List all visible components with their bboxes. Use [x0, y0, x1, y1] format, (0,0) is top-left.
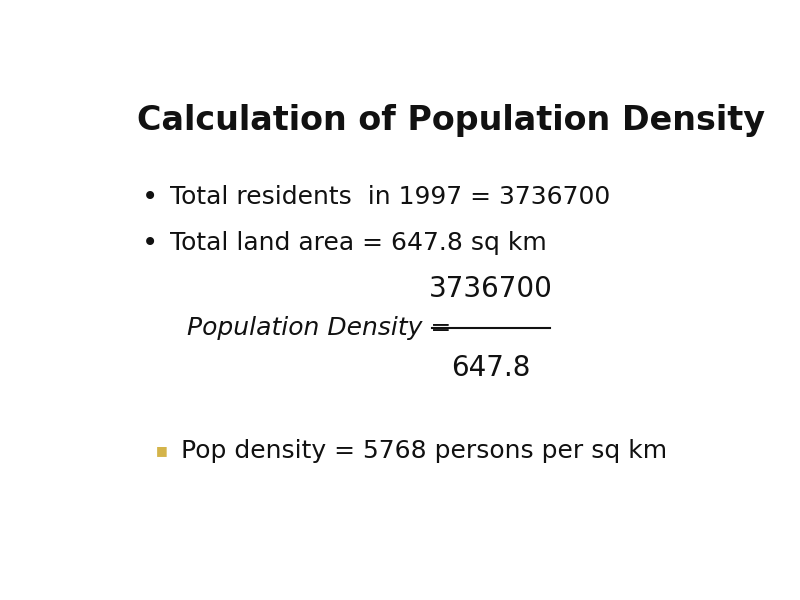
Text: •: • [142, 183, 158, 211]
Text: 3736700: 3736700 [429, 275, 553, 303]
Text: Calculation of Population Density: Calculation of Population Density [138, 104, 766, 137]
Text: ■: ■ [156, 445, 168, 457]
Text: Pop density = 5768 persons per sq km: Pop density = 5768 persons per sq km [181, 439, 666, 463]
Text: Total residents  in 1997 = 3736700: Total residents in 1997 = 3736700 [162, 185, 610, 209]
Text: 647.8: 647.8 [451, 354, 530, 382]
Text: Total land area = 647.8 sq km: Total land area = 647.8 sq km [162, 231, 546, 255]
Text: •: • [142, 229, 158, 257]
Text: Population Density =: Population Density = [187, 316, 451, 340]
